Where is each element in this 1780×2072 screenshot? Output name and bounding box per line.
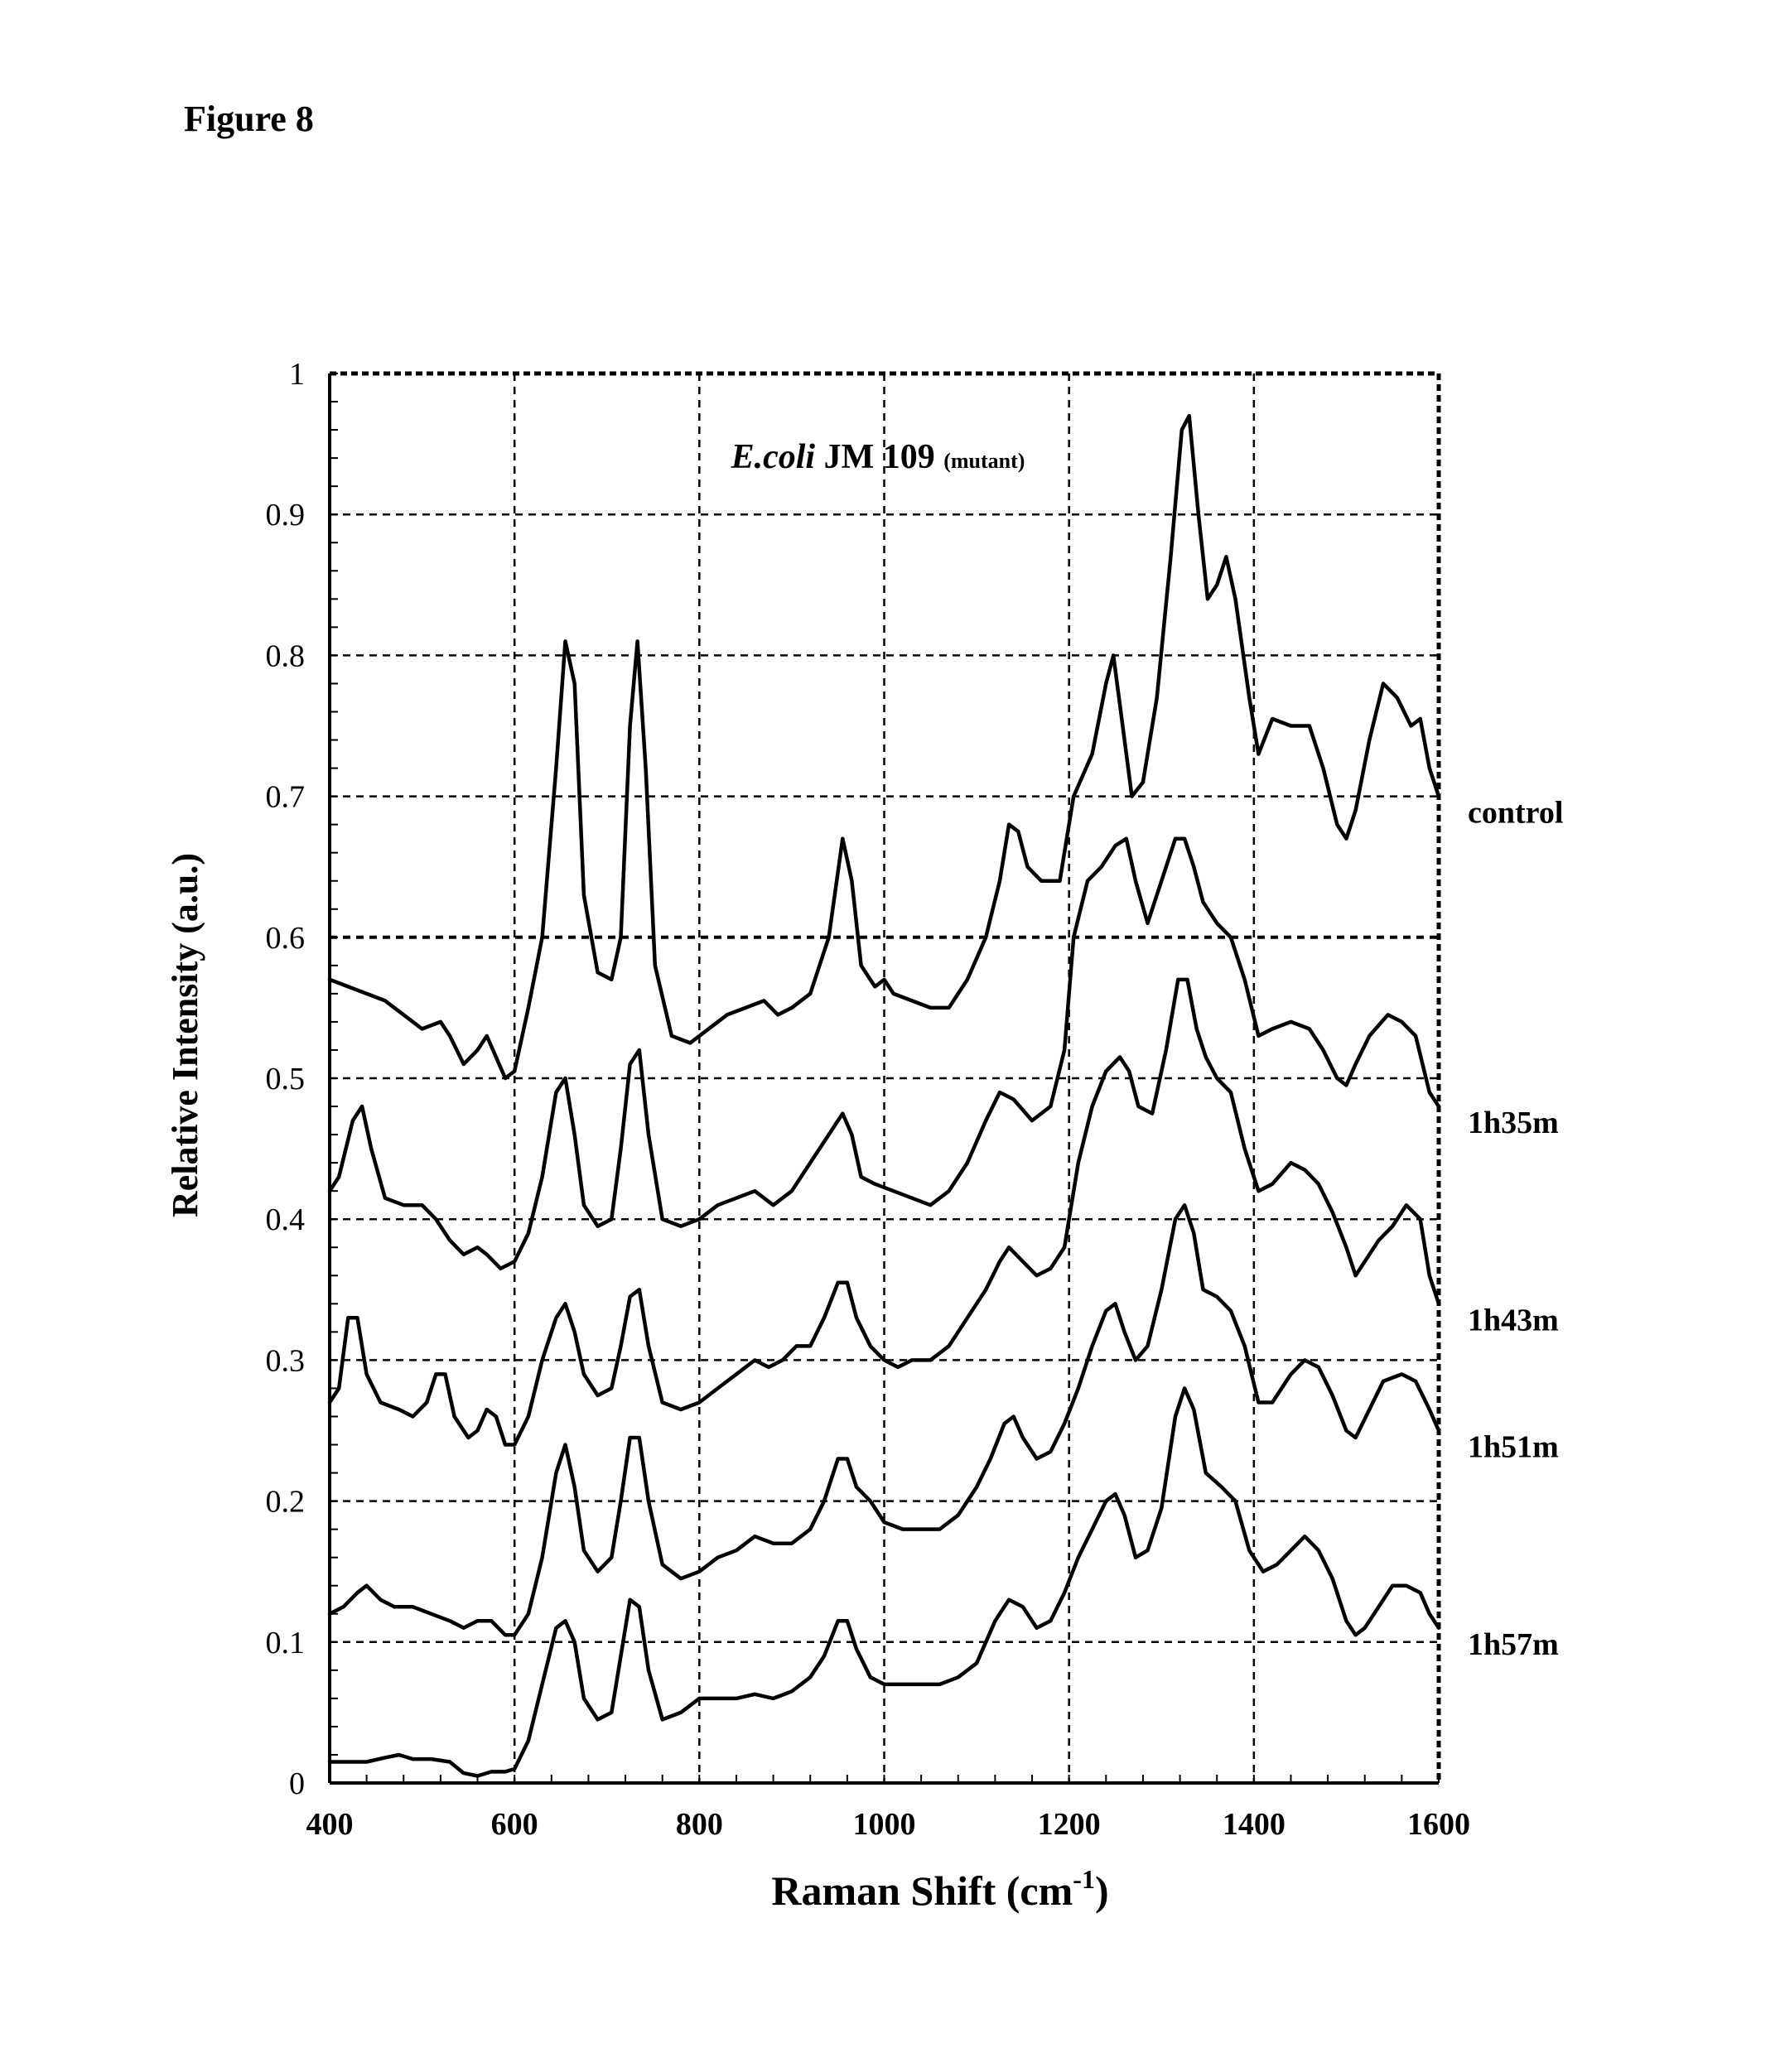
x-axis-label-sup: -1 [1073, 1864, 1095, 1894]
x-tick-labels: 400 600 800 1000 1200 1400 1600 [306, 1807, 1471, 1842]
y-tick-label: 0.6 [266, 921, 306, 956]
series-label-1h35m: 1h35m [1468, 1106, 1559, 1140]
series-label-1h57m: 1h57m [1468, 1627, 1559, 1662]
series-label-1h51m: 1h51m [1468, 1430, 1559, 1465]
y-tick-label: 0.7 [266, 780, 306, 815]
x-tick-label: 1000 [853, 1807, 916, 1842]
series-labels: control 1h35m 1h43m 1h51m 1h57m [1468, 796, 1563, 1662]
y-tick-label: 0 [289, 1766, 305, 1801]
x-axis-label-main: Raman Shift (cm [771, 1867, 1073, 1914]
annotation-strain: JM 109 [815, 438, 943, 476]
y-tick-label: 0.2 [266, 1485, 306, 1520]
annotation-type: (mutant) [943, 449, 1025, 473]
x-tick-label: 600 [491, 1807, 538, 1842]
x-tick-label: 1400 [1223, 1807, 1286, 1842]
y-tick-label: 0.9 [266, 498, 306, 532]
y-axis-label: Relative Intensity (a.u.) [165, 853, 205, 1217]
y-tick-label: 1 [289, 357, 305, 392]
x-tick-label: 800 [676, 1807, 723, 1842]
x-tick-label: 400 [306, 1807, 354, 1842]
chart-annotation: E.coli JM 109 (mutant) [731, 438, 1025, 476]
y-tick-label: 0.4 [266, 1202, 306, 1237]
x-tick-label: 1200 [1038, 1807, 1101, 1842]
series-label-1h43m: 1h43m [1468, 1303, 1559, 1337]
x-axis-label: Raman Shift (cm-1) [771, 1864, 1108, 1914]
y-tick-label: 0.3 [266, 1343, 306, 1378]
y-tick-labels: 0 0.1 0.2 0.3 0.4 0.5 0.6 0.7 0.8 0.9 1 [266, 357, 306, 1801]
grid-lines [330, 373, 1439, 1783]
y-tick-label: 0.5 [266, 1062, 306, 1096]
x-tick-label: 1600 [1407, 1807, 1470, 1842]
series-label-control: control [1468, 796, 1563, 831]
y-tick-label: 0.8 [266, 638, 306, 673]
y-tick-label: 0.1 [266, 1626, 306, 1660]
x-axis-label-end: ) [1095, 1867, 1109, 1914]
annotation-species: E.coli [731, 438, 816, 476]
